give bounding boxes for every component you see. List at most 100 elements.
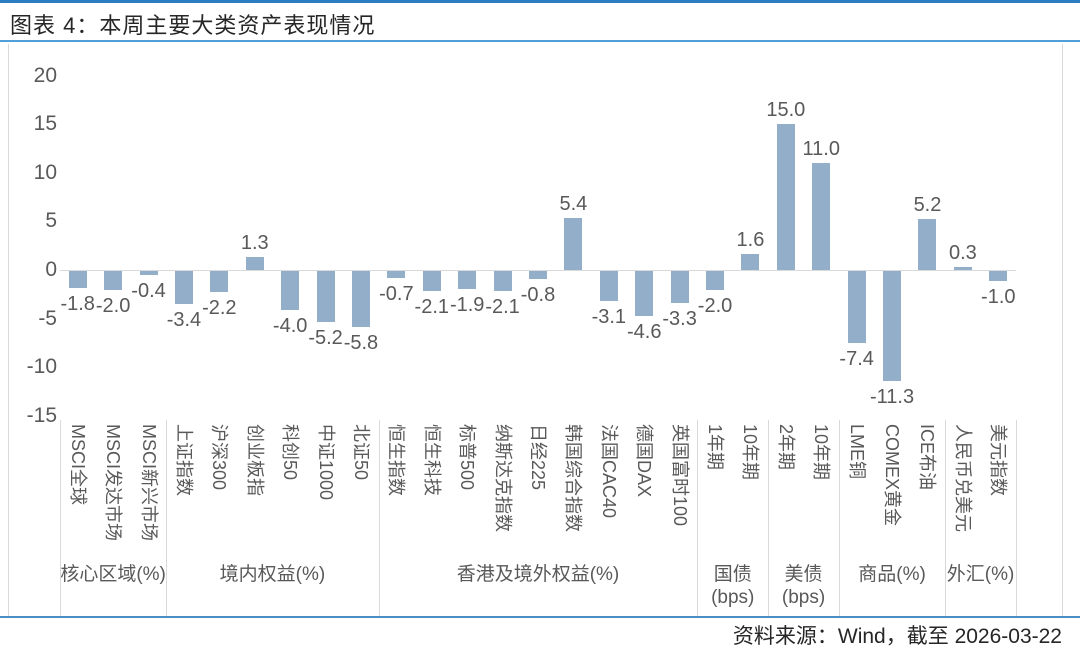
value-label-科创50: -4.0 — [272, 314, 308, 337]
category-label-2年期: 2年期 — [775, 424, 796, 471]
value-label-10年期: 11.0 — [802, 138, 840, 161]
category-label-1年期: 1年期 — [705, 424, 726, 471]
group-divider — [1016, 420, 1017, 617]
bar-标普500 — [458, 271, 477, 290]
bar-中证1000 — [316, 271, 335, 322]
y-axis-tick-label: -5 — [38, 306, 57, 330]
bar-日经225 — [529, 271, 547, 279]
category-label-科创50: 科创50 — [280, 424, 301, 481]
bar-10年期 — [812, 163, 831, 270]
value-label-ICE布油: 5.2 — [913, 194, 942, 217]
group-divider — [166, 420, 168, 617]
bar-纳斯达克指数 — [493, 271, 512, 292]
bar-韩国综合指数 — [564, 217, 583, 270]
category-label-美元指数: 美元指数 — [988, 424, 1009, 496]
bar-MSCI新兴市场 — [139, 271, 158, 275]
value-label-日经225: -0.8 — [520, 283, 556, 306]
value-label-MSCI新兴市场: -0.4 — [131, 279, 166, 302]
y-axis-tick-label: 15 — [33, 112, 57, 136]
value-label-LME铜: -7.4 — [839, 347, 874, 370]
value-label-MSCI发达市场: -2.0 — [95, 295, 131, 318]
value-label-恒生指数: -0.7 — [379, 282, 414, 305]
bar-科创50 — [281, 271, 300, 310]
category-label-COMEX黄金: COMEX黄金 — [882, 424, 903, 527]
value-label-法国CAC40: -3.1 — [591, 306, 627, 329]
bar-北证50 — [351, 271, 370, 328]
group-label: 美债 (bps) — [781, 564, 826, 608]
bar-德国DAX — [635, 271, 654, 316]
value-label-1年期: -2.0 — [697, 295, 733, 318]
group-label: 商品(%) — [858, 564, 926, 585]
category-label-MSCI发达市场: MSCI发达市场 — [103, 424, 124, 541]
data-source-note: 资料来源：Wind，截至 2026-03-22 — [732, 625, 1062, 648]
y-axis-tick-label: -10 — [26, 355, 57, 379]
category-label-北证50: 北证50 — [350, 424, 371, 481]
category-label-纳斯达克指数: 纳斯达克指数 — [492, 424, 513, 532]
y-axis-tick-label: 10 — [33, 160, 57, 184]
value-label-MSCI全球: -1.8 — [60, 293, 95, 316]
bar-1年期 — [706, 271, 725, 291]
category-label-日经225: 日经225 — [528, 424, 548, 491]
zero-axis-line — [60, 270, 1016, 271]
y-axis-tick-label: 5 — [45, 209, 57, 233]
group-label: 国债 (bps) — [711, 564, 755, 608]
bar-ICE布油 — [918, 219, 937, 270]
value-label-德国DAX: -4.6 — [626, 320, 662, 343]
group-divider — [697, 420, 699, 617]
group-divider — [838, 420, 840, 617]
bar-MSCI发达市场 — [104, 271, 123, 291]
bar-创业板指 — [245, 257, 264, 270]
category-label-上证指数: 上证指数 — [173, 424, 194, 496]
bar-美元指数 — [989, 271, 1008, 281]
bottom-blue-rule — [0, 616, 1080, 618]
category-label-沪深300: 沪深300 — [209, 424, 230, 491]
category-label-恒生科技: 恒生科技 — [421, 424, 442, 496]
bar-COMEX黄金 — [883, 271, 902, 381]
value-label-沪深300: -2.2 — [202, 297, 237, 320]
category-label-10年期: 10年期 — [811, 424, 832, 481]
category-label-标普500: 标普500 — [457, 424, 478, 491]
group-label: 外汇(%) — [946, 564, 1015, 585]
bar-法国CAC40 — [599, 271, 618, 302]
value-label-标普500: -1.9 — [449, 294, 485, 317]
group-divider — [945, 420, 947, 617]
category-label-中证1000: 中证1000 — [315, 424, 336, 501]
bar-恒生指数 — [387, 271, 406, 278]
group-label: 香港及境外权益(%) — [456, 564, 620, 585]
category-label-10年期: 10年期 — [740, 424, 761, 481]
category-label-MSCI全球: MSCI全球 — [67, 424, 88, 505]
title-underline-rule — [0, 40, 1080, 42]
value-label-英国富时100: -3.3 — [662, 308, 697, 331]
y-axis-tick-label: -15 — [26, 403, 57, 427]
category-label-韩国综合指数: 韩国综合指数 — [563, 424, 584, 532]
value-label-2年期: 15.0 — [766, 99, 806, 122]
category-label-恒生指数: 恒生指数 — [386, 424, 407, 496]
category-label-法国CAC40: 法国CAC40 — [598, 424, 619, 519]
y-axis-tick-label: 20 — [33, 63, 57, 87]
value-label-恒生科技: -2.1 — [414, 296, 449, 319]
chart-area: 20 15 10 5 0 -5 -10 -15 -1.8 MSCI全球 -2.0 MSCI发达市场 -0… — [8, 44, 1063, 617]
bar-恒生科技 — [422, 271, 441, 292]
top-blue-rule — [0, 0, 1080, 3]
figure-title: 图表 4：本周主要大类资产表现情况 — [10, 13, 376, 38]
category-label-英国富时100: 英国富时100 — [669, 424, 690, 527]
bar-沪深300 — [210, 271, 229, 293]
category-label-MSCI新兴市场: MSCI新兴市场 — [138, 424, 159, 541]
y-axis-tick-label: 0 — [45, 258, 57, 281]
bar-2年期 — [776, 124, 795, 270]
category-label-ICE布油: ICE布油 — [917, 424, 938, 491]
value-label-纳斯达克指数: -2.1 — [485, 296, 520, 319]
group-divider — [378, 420, 380, 617]
bar-LME铜 — [847, 271, 866, 343]
category-label-人民币兑美元: 人民币兑美元 — [952, 424, 973, 532]
category-label-LME铜: LME铜 — [846, 424, 867, 480]
group-divider — [60, 420, 61, 617]
value-label-创业板指: 1.3 — [240, 232, 269, 255]
value-label-韩国综合指数: 5.4 — [559, 192, 588, 215]
group-divider — [768, 420, 770, 617]
bar-10年期 — [741, 254, 760, 270]
value-label-中证1000: -5.2 — [308, 326, 343, 349]
value-label-COMEX黄金: -11.3 — [870, 385, 915, 408]
bar-上证指数 — [174, 271, 193, 305]
value-label-美元指数: -1.0 — [981, 285, 1016, 308]
